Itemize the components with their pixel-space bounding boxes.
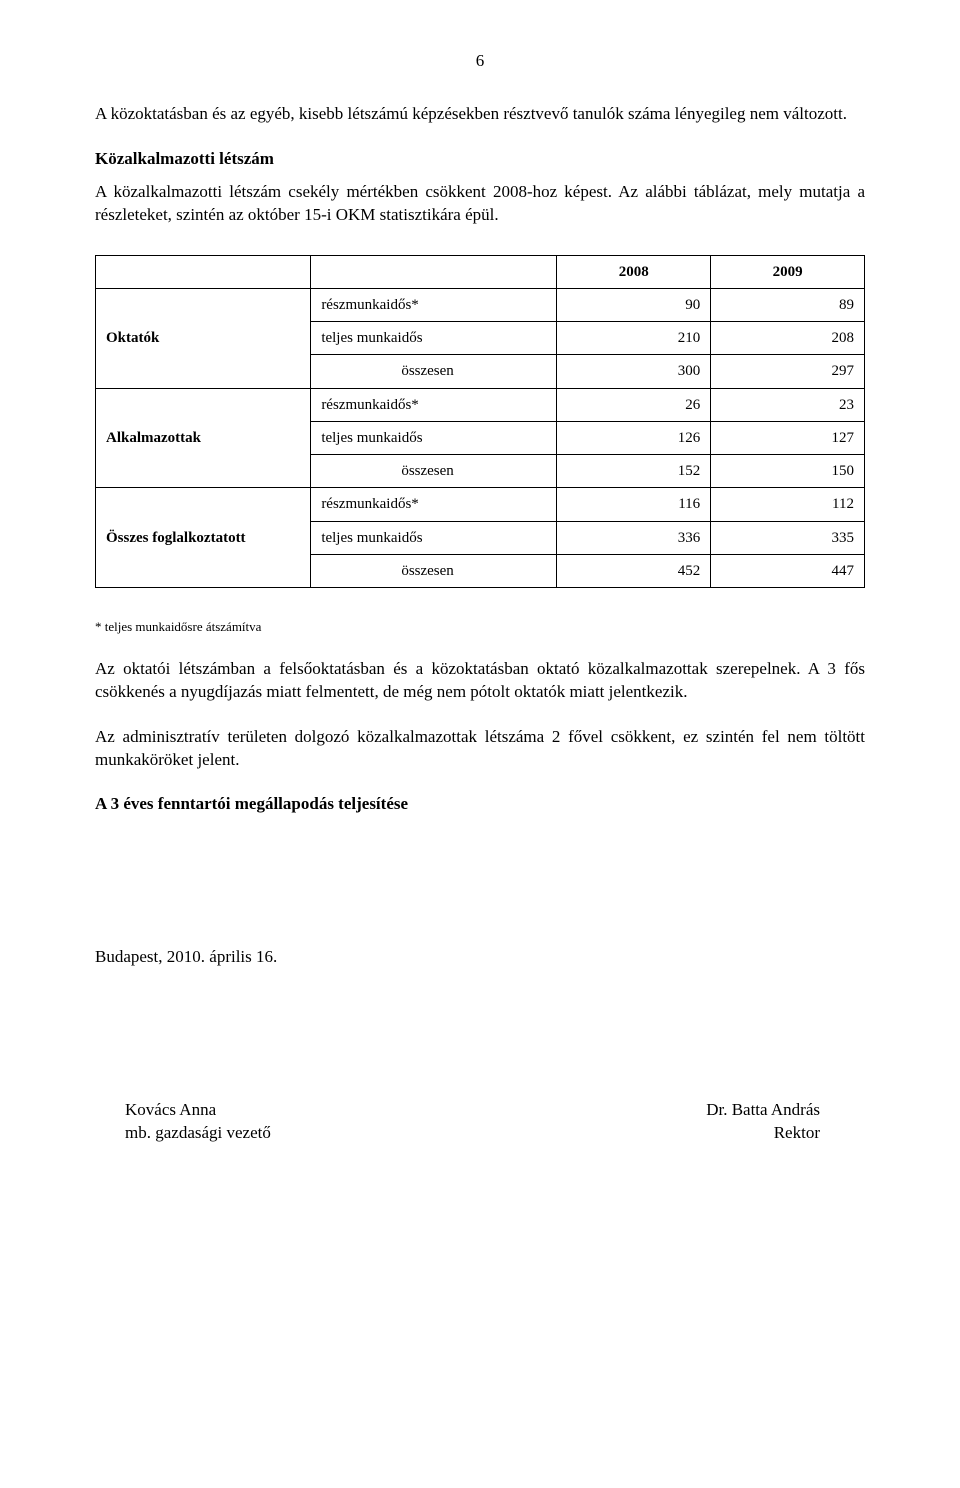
signature-left: Kovács Anna mb. gazdasági vezető bbox=[95, 1099, 271, 1145]
row-label-total: összesen bbox=[311, 554, 557, 587]
signature-right-name: Dr. Batta András bbox=[706, 1099, 820, 1122]
row-label-total: összesen bbox=[311, 355, 557, 388]
cell-value: 208 bbox=[711, 322, 865, 355]
cell-value: 447 bbox=[711, 554, 865, 587]
cell-value: 300 bbox=[557, 355, 711, 388]
row-label-fulltime: teljes munkaidős bbox=[311, 322, 557, 355]
header-blank-1 bbox=[96, 255, 311, 288]
section1-body: A közalkalmazotti létszám csekély mérték… bbox=[95, 181, 865, 227]
cell-value: 335 bbox=[711, 521, 865, 554]
header-year-2009: 2009 bbox=[711, 255, 865, 288]
cell-value: 26 bbox=[557, 388, 711, 421]
cell-value: 112 bbox=[711, 488, 865, 521]
signature-right: Dr. Batta András Rektor bbox=[706, 1099, 865, 1145]
cell-value: 150 bbox=[711, 455, 865, 488]
row-label-fulltime: teljes munkaidős bbox=[311, 421, 557, 454]
row-label-parttime: részmunkaidős* bbox=[311, 388, 557, 421]
page-number: 6 bbox=[95, 50, 865, 73]
intro-paragraph: A közoktatásban és az egyéb, kisebb léts… bbox=[95, 103, 865, 126]
table-row: Összes foglalkoztatott részmunkaidős* 11… bbox=[96, 488, 865, 521]
table-footnote: * teljes munkaidősre átszámítva bbox=[95, 618, 865, 636]
signature-right-title: Rektor bbox=[706, 1122, 820, 1145]
category-alkalmazottak: Alkalmazottak bbox=[96, 388, 311, 488]
row-label-parttime: részmunkaidős* bbox=[311, 488, 557, 521]
date-location: Budapest, 2010. április 16. bbox=[95, 946, 865, 969]
signature-left-title: mb. gazdasági vezető bbox=[125, 1122, 271, 1145]
signatures-block: Kovács Anna mb. gazdasági vezető Dr. Bat… bbox=[95, 1099, 865, 1145]
cell-value: 127 bbox=[711, 421, 865, 454]
cell-value: 23 bbox=[711, 388, 865, 421]
cell-value: 116 bbox=[557, 488, 711, 521]
staff-table: 2008 2009 Oktatók részmunkaidős* 90 89 t… bbox=[95, 255, 865, 589]
section2-heading: A 3 éves fenntartói megállapodás teljesí… bbox=[95, 793, 865, 816]
cell-value: 152 bbox=[557, 455, 711, 488]
header-year-2008: 2008 bbox=[557, 255, 711, 288]
table-header-row: 2008 2009 bbox=[96, 255, 865, 288]
signature-left-name: Kovács Anna bbox=[125, 1099, 271, 1122]
after-table-paragraph-1: Az oktatói létszámban a felsőoktatásban … bbox=[95, 658, 865, 704]
row-label-parttime: részmunkaidős* bbox=[311, 288, 557, 321]
table-row: Oktatók részmunkaidős* 90 89 bbox=[96, 288, 865, 321]
category-osszes: Összes foglalkoztatott bbox=[96, 488, 311, 588]
cell-value: 89 bbox=[711, 288, 865, 321]
cell-value: 90 bbox=[557, 288, 711, 321]
cell-value: 210 bbox=[557, 322, 711, 355]
table-row: Alkalmazottak részmunkaidős* 26 23 bbox=[96, 388, 865, 421]
cell-value: 297 bbox=[711, 355, 865, 388]
category-oktatok: Oktatók bbox=[96, 288, 311, 388]
cell-value: 126 bbox=[557, 421, 711, 454]
section1-heading: Közalkalmazotti létszám bbox=[95, 148, 865, 171]
cell-value: 452 bbox=[557, 554, 711, 587]
header-blank-2 bbox=[311, 255, 557, 288]
row-label-total: összesen bbox=[311, 455, 557, 488]
cell-value: 336 bbox=[557, 521, 711, 554]
after-table-paragraph-2: Az adminisztratív területen dolgozó köza… bbox=[95, 726, 865, 772]
row-label-fulltime: teljes munkaidős bbox=[311, 521, 557, 554]
